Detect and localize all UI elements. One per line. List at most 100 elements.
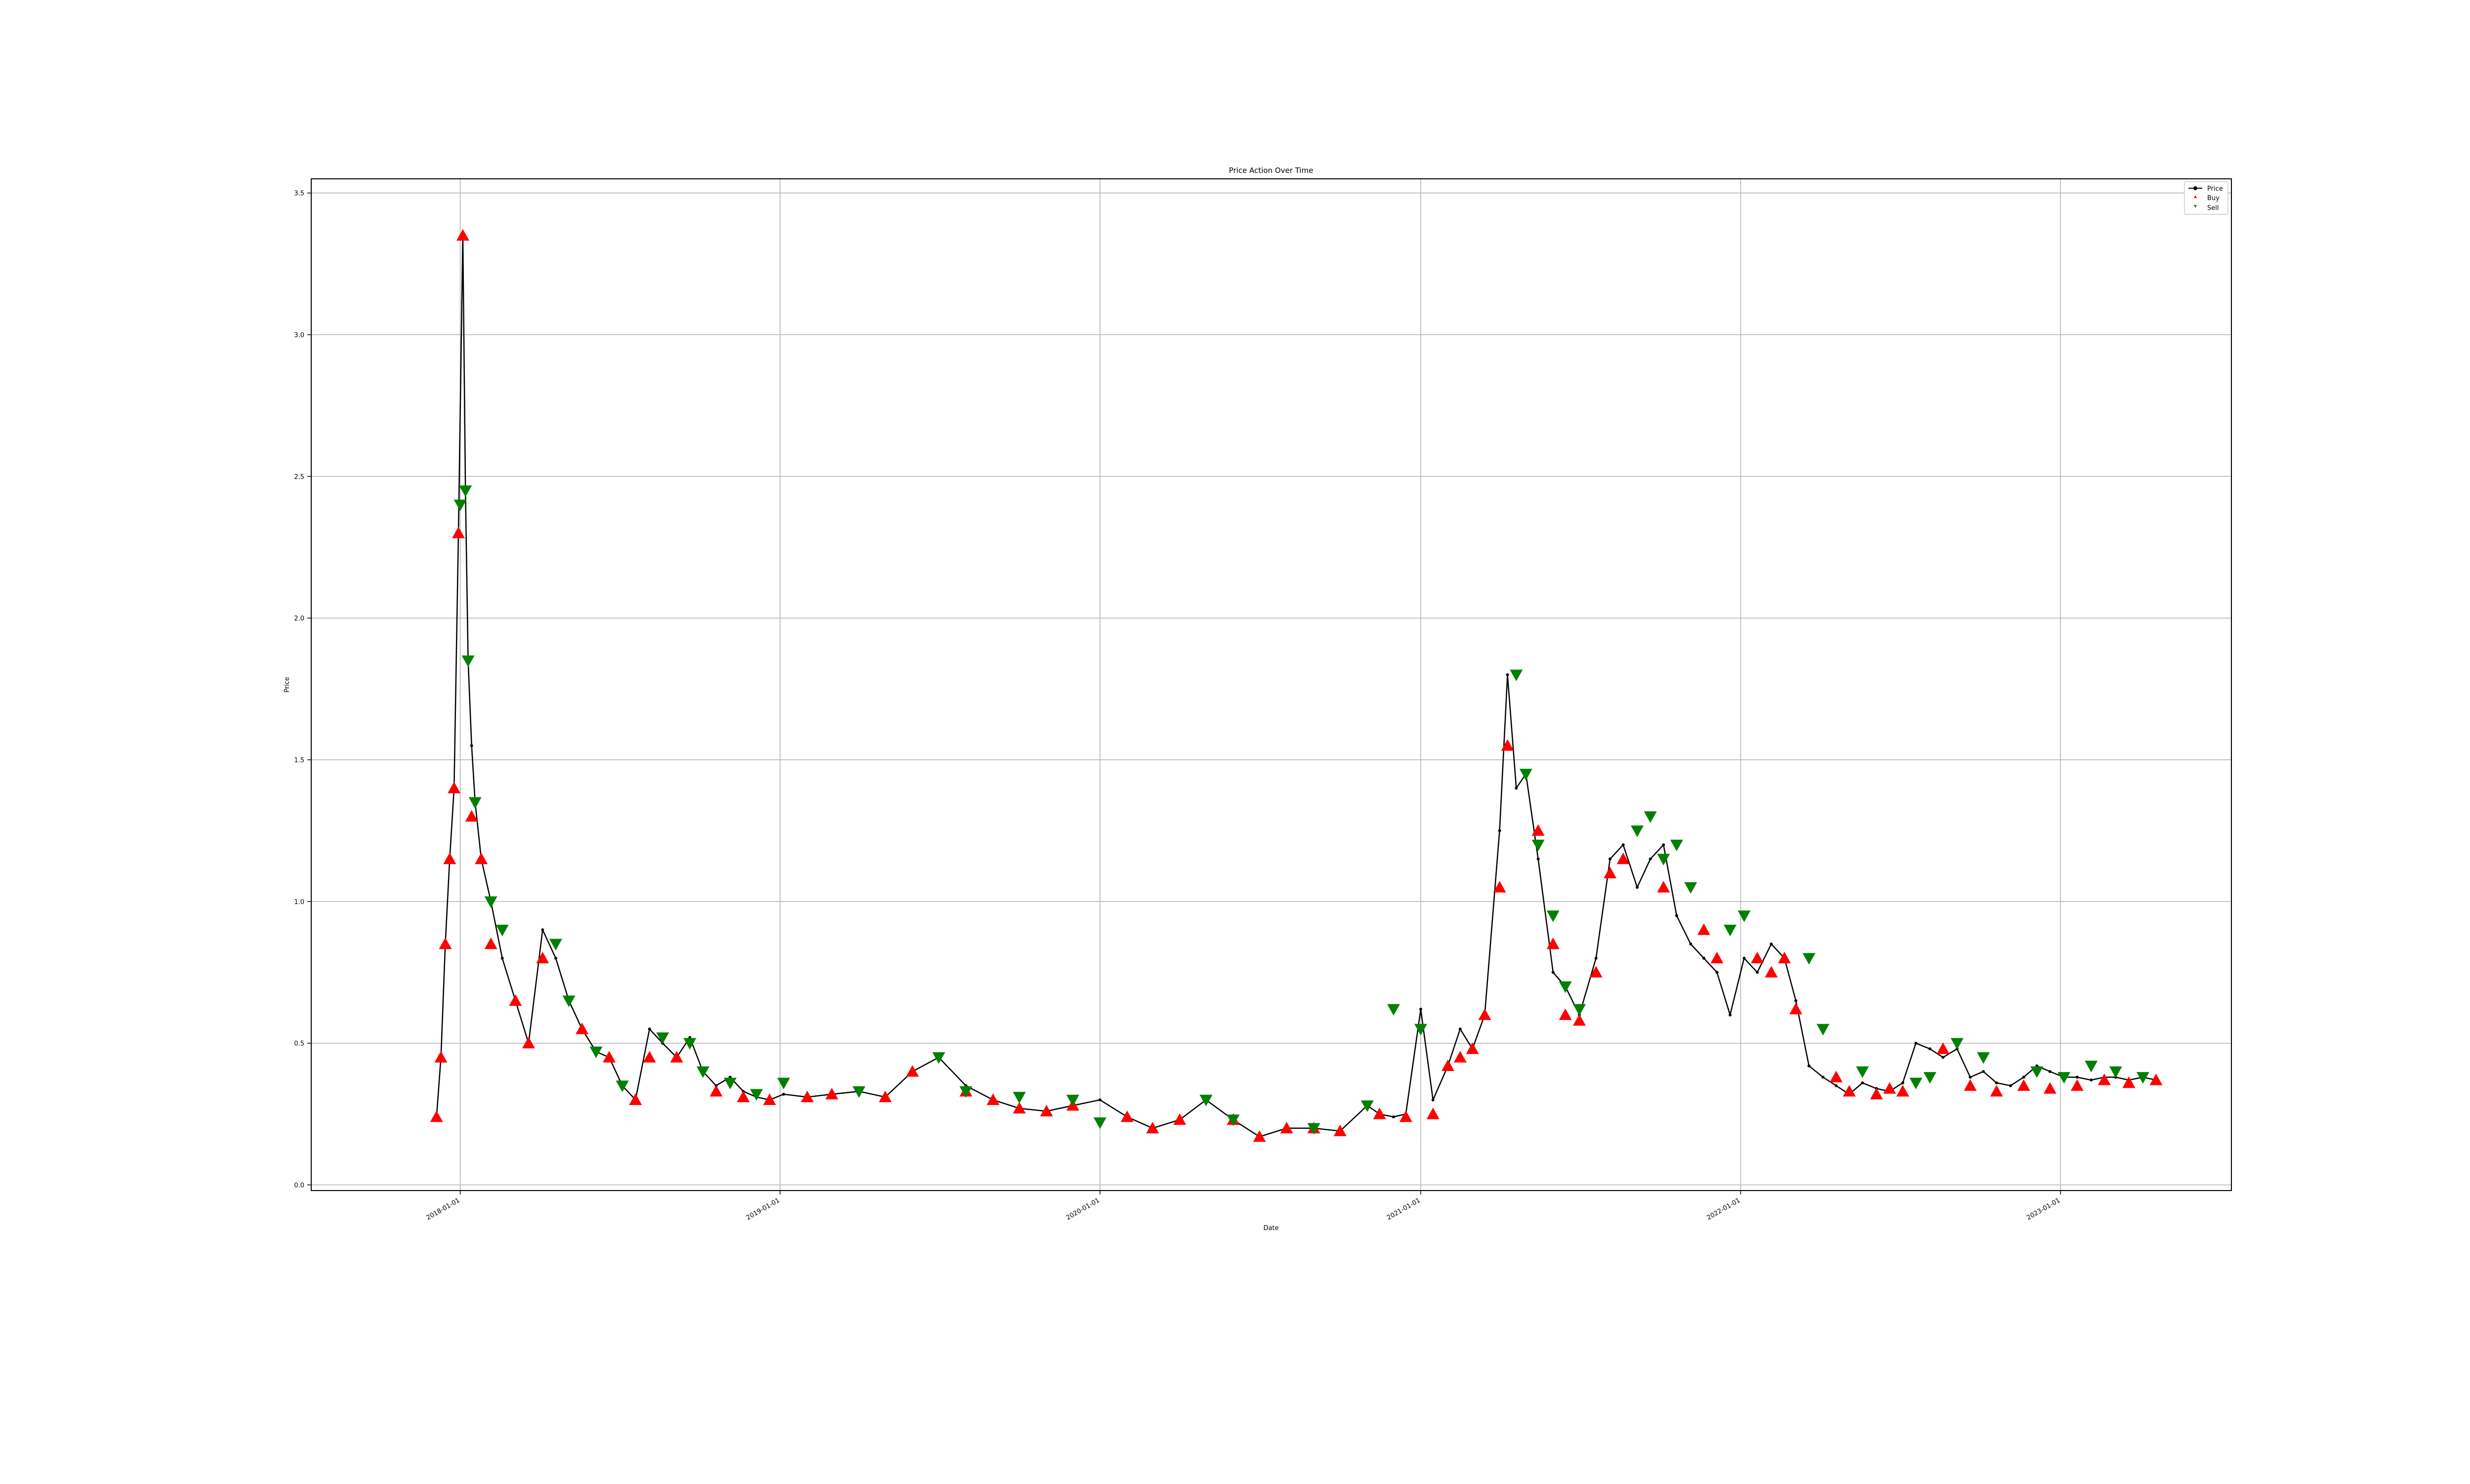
sell-marker: [484, 896, 497, 908]
sell-marker: [2109, 1066, 2122, 1078]
buy-marker: [2070, 1079, 2084, 1091]
sell-marker: [1510, 669, 1523, 681]
buy-marker: [1173, 1113, 1187, 1125]
buy-marker: [536, 951, 549, 963]
sell-marker: [724, 1077, 737, 1090]
buy-marker: [2043, 1082, 2057, 1094]
price-point: [1536, 857, 1540, 861]
price-point: [1901, 1081, 1904, 1085]
buy-marker: [1604, 866, 1617, 878]
price-point: [1608, 857, 1612, 861]
buy-marker: [1040, 1105, 1053, 1116]
legend: Price Buy Sell: [2184, 181, 2228, 215]
buy-marker: [906, 1065, 919, 1077]
sell-marker: [852, 1086, 865, 1098]
buy-marker: [452, 527, 465, 538]
sell-marker: [2030, 1066, 2044, 1078]
buy-marker: [670, 1051, 683, 1063]
legend-price-marker: [2193, 186, 2197, 190]
y-tick-label: 1.5: [294, 757, 304, 764]
series-layer: [430, 229, 2163, 1142]
buy-marker: [1710, 951, 1724, 963]
sell-marker: [495, 924, 509, 937]
legend-sell-marker: [2194, 205, 2197, 208]
buy-marker: [1883, 1082, 1896, 1094]
buy-marker: [1964, 1079, 1977, 1091]
buy-marker: [430, 1110, 443, 1122]
price-point: [1551, 971, 1555, 974]
sell-marker: [1724, 924, 1737, 937]
sell-marker: [1684, 882, 1697, 894]
sell-marker: [1414, 1024, 1427, 1036]
buy-marker: [2122, 1076, 2136, 1088]
y-tick-label: 1.0: [294, 899, 304, 906]
sell-marker: [750, 1089, 763, 1101]
sell-marker: [1644, 811, 1657, 823]
price-point: [1941, 1056, 1945, 1059]
buy-marker: [737, 1090, 750, 1103]
y-axis-title: Price: [284, 677, 291, 693]
sell-marker: [656, 1032, 669, 1044]
price-point: [1981, 1070, 1985, 1073]
sell-marker: [1923, 1072, 1936, 1084]
buy-marker: [509, 994, 522, 1006]
buy-marker: [1870, 1087, 1883, 1100]
y-tick-label: 3.0: [294, 332, 304, 339]
y-tick-label: 0.5: [294, 1040, 304, 1048]
buy-marker: [1751, 951, 1764, 963]
price-point: [1914, 1041, 1918, 1045]
price-point: [500, 956, 504, 960]
price-point: [541, 928, 544, 932]
sell-marker: [697, 1066, 710, 1078]
sell-marker: [1559, 981, 1572, 993]
price-point: [648, 1028, 651, 1031]
buy-marker: [879, 1090, 892, 1103]
buy-marker: [2017, 1079, 2030, 1091]
price-point: [1515, 786, 1518, 790]
buy-marker: [475, 852, 488, 865]
buy-marker: [1453, 1051, 1467, 1063]
y-tick-label: 2.5: [294, 473, 304, 481]
buy-marker: [1765, 966, 1778, 978]
sell-marker: [1573, 1004, 1586, 1016]
sell-marker: [1387, 1004, 1400, 1016]
legend-sell-label: Sell: [2207, 205, 2219, 212]
buy-marker: [1146, 1121, 1159, 1134]
price-point: [1715, 971, 1719, 974]
price-point: [2048, 1070, 2052, 1073]
buy-marker: [1478, 1008, 1491, 1020]
buy-marker: [1778, 951, 1791, 963]
buy-marker: [465, 810, 478, 822]
y-axis: 0.0 0.5 1.0 1.5 2.0 2.5 3.0 3.5: [294, 190, 311, 1190]
price-point: [1648, 857, 1652, 861]
y-tick-label: 0.0: [294, 1182, 304, 1190]
buy-marker: [1531, 824, 1545, 836]
x-axis-title: Date: [1263, 1225, 1278, 1232]
buy-marker: [1789, 1002, 1803, 1015]
price-point: [1807, 1064, 1811, 1068]
sell-marker: [1856, 1066, 1869, 1078]
price-point: [1636, 886, 1639, 889]
price-point: [1689, 942, 1692, 946]
price-point: [1995, 1081, 1998, 1085]
grid: [311, 179, 2231, 1191]
sell-marker: [1909, 1077, 1923, 1090]
price-point: [1928, 1047, 1932, 1051]
sell-marker: [1519, 769, 1532, 781]
buy-marker: [709, 1085, 723, 1097]
price-point: [470, 744, 473, 747]
sell-marker: [1360, 1100, 1374, 1112]
y-tick-label: 3.5: [294, 190, 304, 198]
sell-marker: [1013, 1092, 1026, 1104]
sell-marker: [1093, 1117, 1107, 1129]
price-point: [1969, 1075, 1972, 1079]
price-point: [1794, 999, 1798, 1002]
sell-marker: [616, 1080, 629, 1092]
buy-marker: [1657, 881, 1670, 893]
price-point: [1729, 1013, 1732, 1017]
sell-marker: [1631, 825, 1644, 837]
sell-marker: [1737, 910, 1751, 922]
price-point: [1594, 956, 1598, 960]
